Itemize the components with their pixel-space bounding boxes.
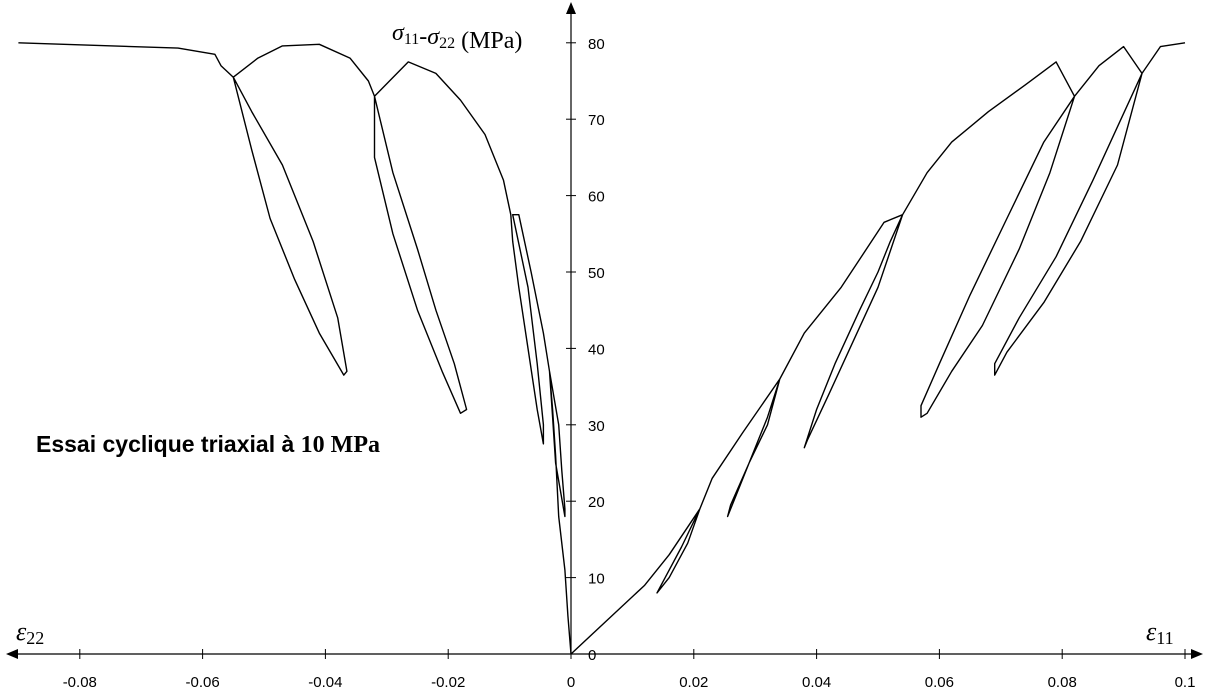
y-tick-label: 50 [588,265,605,282]
tick-labels: -0.08 -0.06 -0.04 -0.02 0 0.02 0.04 0.06 0.08 0.1… [63,36,1196,691]
x-tick-label: 0.08 [1048,674,1077,691]
annotation-sans: Essai cyclique triaxial à [36,431,301,457]
x-tick-label: -0.08 [63,674,97,691]
x-tick-label: -0.04 [308,674,342,691]
series-group [18,42,1186,655]
y-tick-label: 40 [588,341,605,358]
series-line-eps11 [570,42,1186,655]
tick-marks [79,42,1186,659]
axes [6,2,1203,659]
y-tick-label: 60 [588,189,605,206]
x-tick-label: 0.02 [679,674,708,691]
series-line-eps22 [18,42,572,655]
x-tick-label: 0 [567,674,575,691]
x-tick-label: 0.06 [925,674,954,691]
chart-annotation: Essai cyclique triaxial à 10 MPa [36,431,380,458]
y-tick-label: 0 [588,647,596,664]
x-tick-label: 0.1 [1175,674,1196,691]
y-tick-label: 70 [588,112,605,129]
y-axis-label: σ11-σ22 (MPa) [392,20,522,54]
x-tick-label: -0.02 [431,674,465,691]
y-tick-label: 20 [588,494,605,511]
x-tick-label: 0.04 [802,674,831,691]
y-axis-arrow [566,2,576,14]
x-axis-label-eps22: ε22 [16,617,44,648]
y-tick-label: 80 [588,36,605,53]
x-axis-arrow-left [6,649,18,659]
y-tick-label: 10 [588,571,605,588]
x-axis-label-eps11: ε11 [1146,617,1174,648]
y-tick-label: 30 [588,418,605,435]
x-axis-arrow-right [1191,649,1203,659]
annotation-serif: 10 MPa [301,432,380,458]
x-tick-label: -0.06 [185,674,219,691]
